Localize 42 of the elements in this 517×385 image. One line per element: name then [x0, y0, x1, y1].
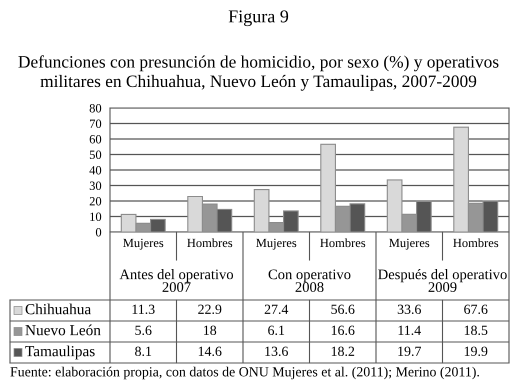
data-label: 67.6	[464, 304, 488, 314]
y-tick-label: 80	[90, 104, 102, 112]
legend-label: Chihuahua	[26, 304, 91, 314]
data-label: 6.1	[268, 326, 284, 336]
data-label: 27.4	[264, 304, 288, 314]
y-tick-label: 50	[90, 150, 102, 159]
data-label: 11.3	[132, 304, 155, 314]
data-label: 18	[204, 326, 216, 335]
text: Después del operativo 2009	[378, 269, 507, 292]
x-tick-label: Mujeres	[256, 238, 296, 250]
data-label: 5.6	[135, 326, 152, 336]
x-tick-label: Hombres	[453, 238, 498, 248]
data-label: 19.9	[464, 346, 488, 356]
y-tick-label: 60	[90, 135, 102, 144]
data-label: 8.1	[135, 346, 152, 356]
x-tick-label: Hombres	[320, 238, 366, 248]
data-label: 33.6	[398, 304, 421, 314]
text: Con operativo 2008	[268, 269, 350, 292]
y-tick-label: 30	[90, 182, 102, 190]
text: Antes del operativo 2007	[120, 269, 234, 292]
data-label: 19.7	[398, 346, 422, 356]
y-tick-label: 70	[90, 120, 102, 128]
data-label: 11.4	[398, 326, 421, 336]
chart-subtitle: Defunciones con presunción de homicidio, por sexo (%) y operativos militares en Chihuahua, Nuevo León y Tamaulipas, 2007-2009	[18, 55, 498, 91]
y-tick-label: 0	[96, 228, 102, 236]
data-label: 14.6	[198, 346, 222, 356]
legend-label: Tamaulipas	[25, 346, 95, 360]
x-tick-label: Hombres	[187, 238, 232, 248]
x-tick-label: Mujeres	[123, 238, 164, 250]
y-tick-label: 40	[89, 166, 102, 174]
y-tick-label: 20	[90, 197, 102, 206]
data-label: 18.2	[332, 346, 354, 356]
data-label: 16.6	[332, 326, 354, 336]
y-tick-label: 10	[90, 212, 102, 221]
data-label: 56.6	[331, 304, 354, 314]
data-label: 13.6	[265, 346, 288, 356]
legend-label: Nuevo León	[25, 324, 101, 336]
data-label: 18.5	[464, 326, 488, 336]
source-note: Fuente: elaboración propia, con datos de ONU Mujeres et al. (2011); Merino (2011).	[10, 366, 479, 380]
data-label: 22.9	[198, 304, 222, 314]
chart-title: Figura 9	[228, 10, 288, 26]
x-tick-label: Mujeres	[389, 238, 430, 250]
